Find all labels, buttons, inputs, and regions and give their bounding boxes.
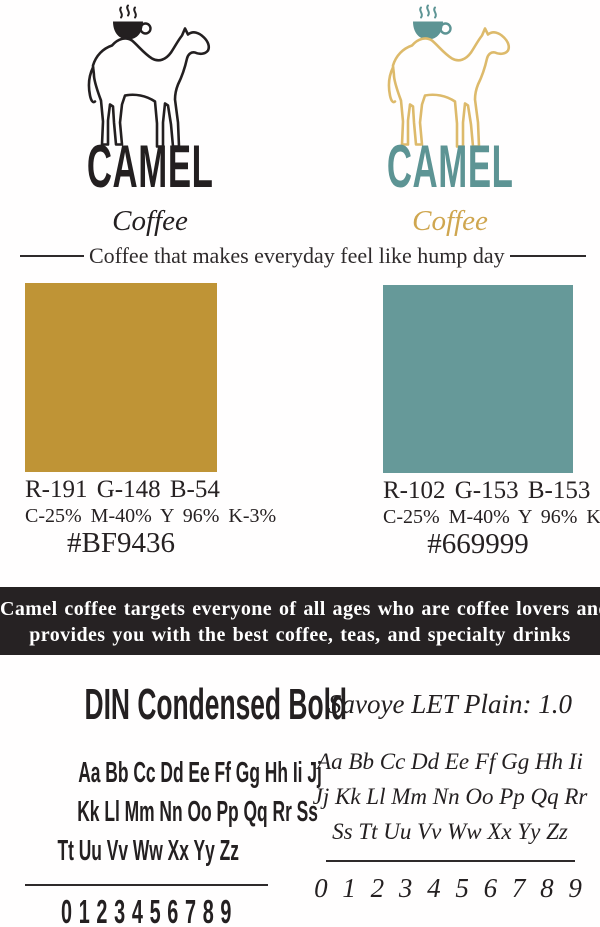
camel-tail-icon bbox=[87, 66, 97, 104]
color-swatch bbox=[383, 285, 573, 473]
swatch-rgb-value: R-191 G-148 B-54 bbox=[25, 476, 220, 503]
logo-subtitle: Coffee bbox=[412, 205, 488, 237]
alphabet-row-1: Aa Bb Cc Dd Ee Ff Gg Hh Ii Jj bbox=[78, 757, 322, 789]
camel-logo-icon bbox=[87, 4, 211, 148]
alphabet-row-1: Aa Bb Cc Dd Ee Ff Gg Hh Ii bbox=[317, 749, 583, 774]
audience-banner: Camel coffee targets everyone of all age… bbox=[0, 587, 600, 655]
numerals-row: 0 1 2 3 4 5 6 7 8 9 bbox=[61, 893, 233, 927]
logo-wordmark: CAMEL bbox=[86, 133, 214, 200]
camel-tail-icon bbox=[387, 66, 397, 104]
swatch-hex-value: #669999 bbox=[427, 528, 529, 560]
font-specimen-din: DIN Condensed Bold Aa Bb Cc Dd Ee Ff Gg … bbox=[0, 680, 347, 927]
swatch-cmyk-value: C-25% M-40% Y 96% K-3% bbox=[383, 506, 600, 528]
alphabet-row-3: Tt Uu Vv Ww Xx Yy Zz bbox=[57, 835, 239, 867]
steam-icon bbox=[119, 4, 137, 19]
alphabet-row-2: Jj Kk Ll Mm Nn Oo Pp Qq Rr bbox=[312, 784, 588, 809]
logo-black-variant: CAMEL Coffee bbox=[0, 2, 300, 237]
banner-line-2: provides you with the best coffee, teas,… bbox=[29, 624, 571, 646]
swatch-hex-value: #BF9436 bbox=[67, 527, 175, 559]
alphabet-row-3: Ss Tt Uu Vv Ww Xx Yy Zz bbox=[332, 819, 568, 844]
color-swatch-group-gold: R-191 G-148 B-54 C-25% M-40% Y 96% K-3% … bbox=[25, 283, 277, 559]
swatch-cmyk-value: C-25% M-40% Y 96% K-3% bbox=[25, 505, 277, 527]
logo-color-variant: CAMEL Coffee bbox=[300, 2, 600, 237]
font-name: DIN Condensed Bold bbox=[84, 680, 348, 729]
logo-wordmark: CAMEL bbox=[386, 133, 514, 200]
logo-subtitle: Coffee bbox=[112, 205, 188, 237]
swatch-rgb-value: R-102 G-153 B-153 bbox=[383, 477, 591, 504]
tagline-text: Coffee that makes everyday feel like hum… bbox=[89, 243, 505, 268]
alphabet-row-2: Kk Ll Mm Nn Oo Pp Qq Rr Ss bbox=[77, 796, 318, 828]
tagline-row: Coffee that makes everyday feel like hum… bbox=[20, 241, 586, 271]
tagline-rule-right bbox=[509, 255, 586, 257]
font-name: Savoye LET Plain: 1.0 bbox=[328, 689, 572, 719]
color-swatch-group-teal: R-102 G-153 B-153 C-25% M-40% Y 96% K-3%… bbox=[383, 285, 600, 560]
camel-body-icon bbox=[91, 27, 211, 148]
camel-logo-icon bbox=[387, 4, 511, 148]
steam-icon bbox=[419, 4, 437, 19]
coffee-cup-icon bbox=[413, 21, 443, 40]
camel-body-icon bbox=[391, 27, 511, 148]
logo-row: CAMEL Coffee CAMEL Coffee bbox=[0, 2, 600, 237]
color-swatch bbox=[25, 283, 217, 472]
specimen-divider bbox=[25, 884, 268, 886]
banner-line-1: Camel coffee targets everyone of all age… bbox=[0, 598, 600, 620]
tagline-rule-left bbox=[20, 255, 84, 257]
coffee-cup-icon bbox=[113, 21, 143, 40]
numerals-row: 0 1 2 3 4 5 6 7 8 9 bbox=[314, 873, 586, 903]
font-specimen-savoye: Savoye LET Plain: 1.0 Aa Bb Cc Dd Ee Ff … bbox=[300, 680, 600, 905]
specimen-divider bbox=[326, 860, 575, 862]
